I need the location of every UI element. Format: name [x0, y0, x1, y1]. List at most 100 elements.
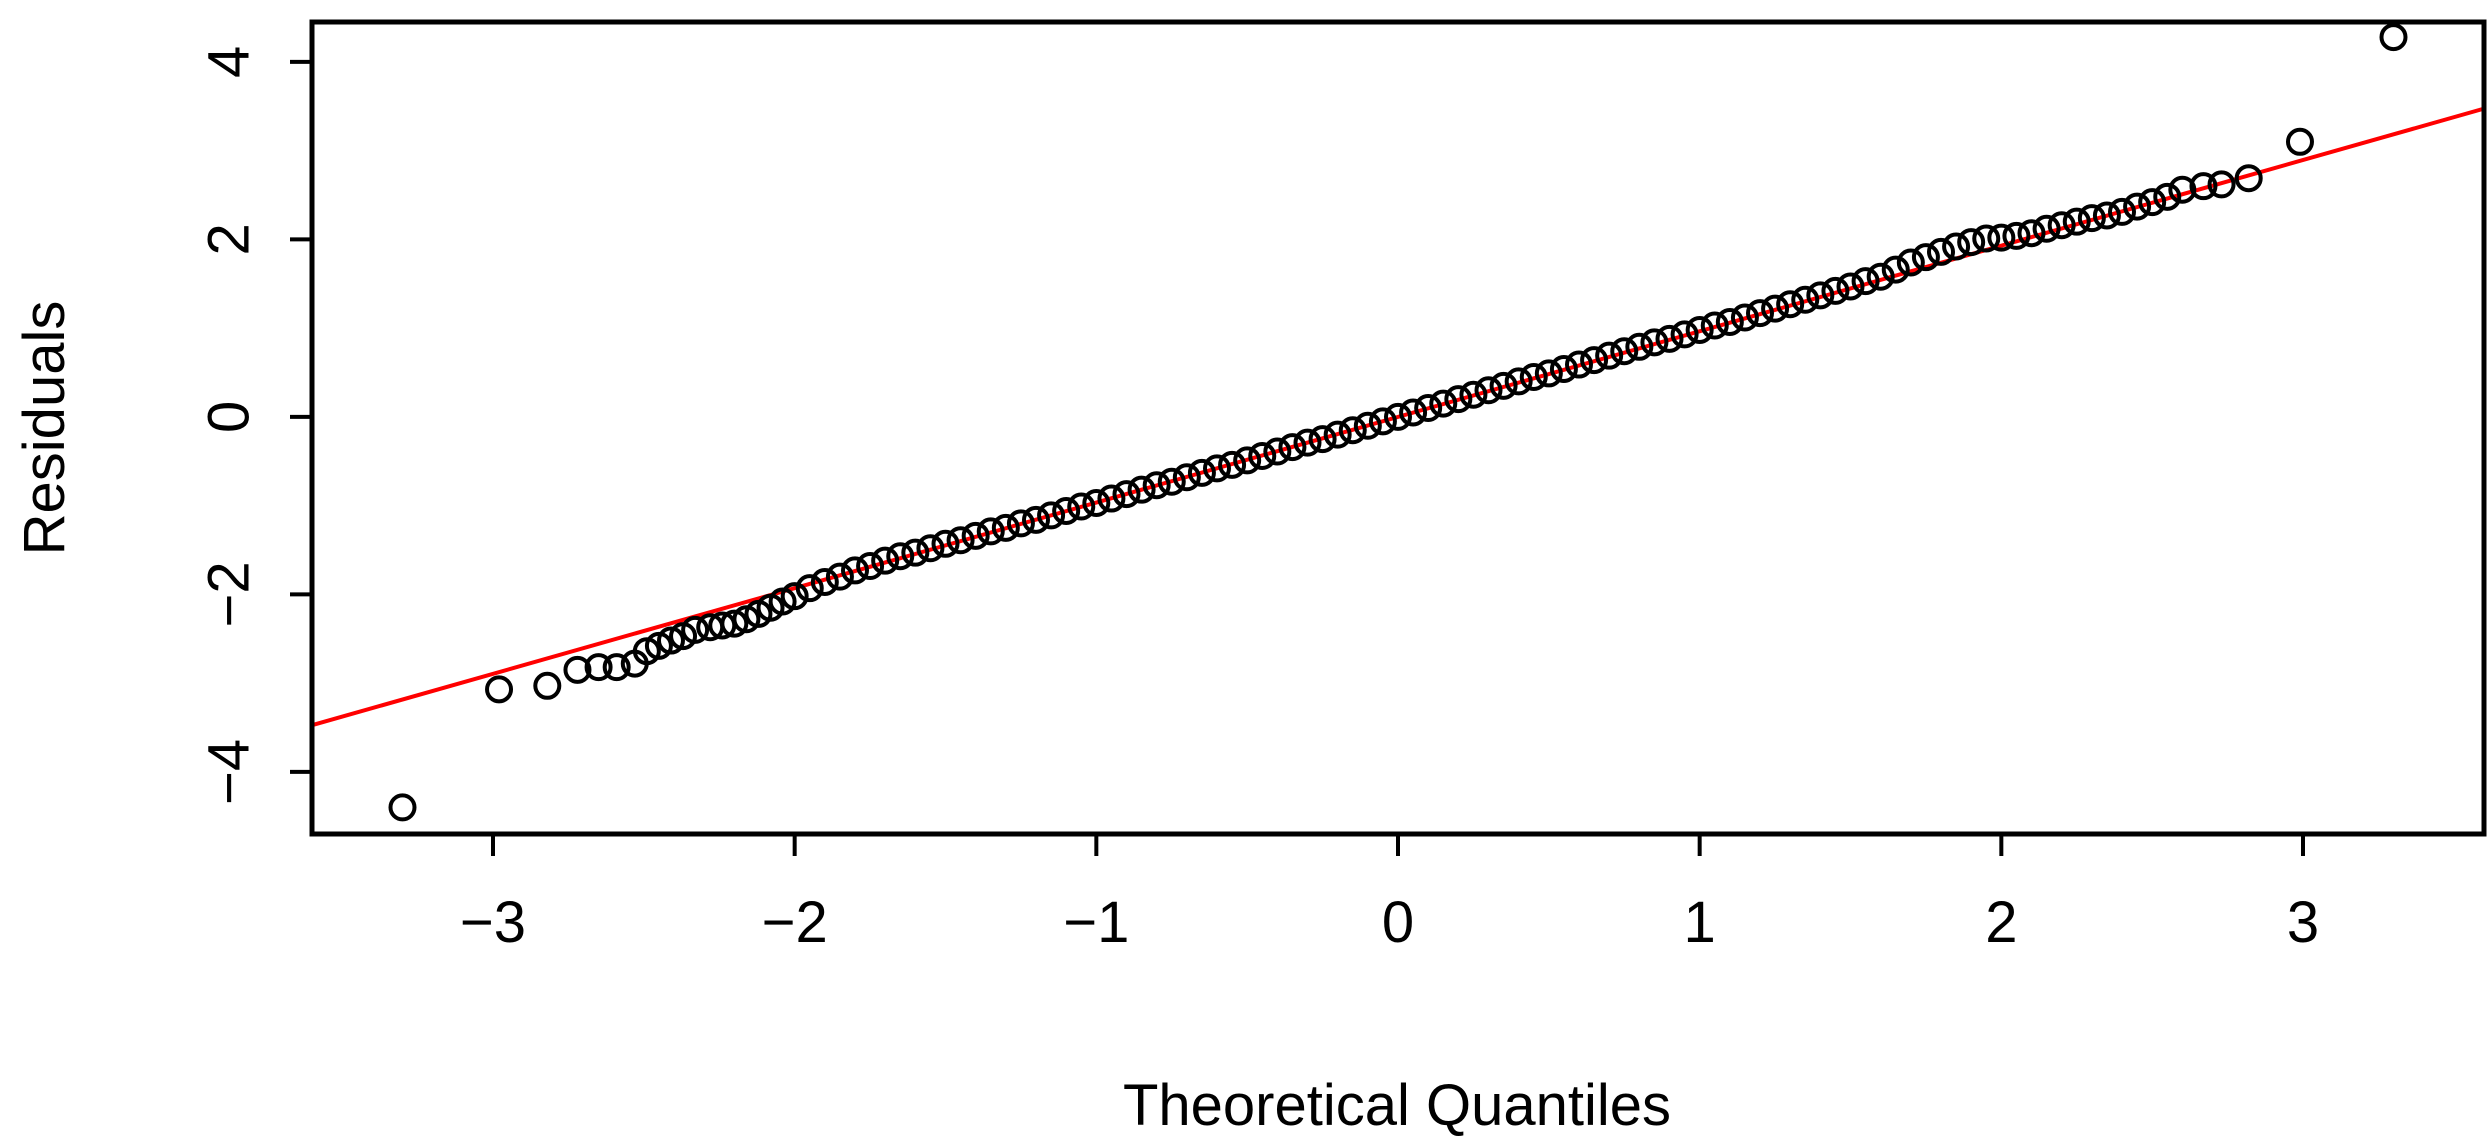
- data-point: [2138, 188, 2167, 217]
- data-point: [1142, 471, 1171, 500]
- data-point: [2032, 214, 2061, 243]
- reference-line: [311, 106, 2485, 728]
- data-point: [2017, 219, 2046, 248]
- data-point: [946, 526, 975, 555]
- data-point: [1263, 437, 1292, 466]
- data-point: [901, 538, 930, 567]
- data-point: [584, 653, 613, 682]
- data-point: [2092, 201, 2121, 230]
- data-point: [1338, 416, 1367, 445]
- x-tick-label: −2: [762, 890, 828, 955]
- data-point: [1670, 320, 1699, 349]
- data-point: [841, 556, 869, 585]
- data-point: [1972, 224, 2001, 253]
- y-axis-title: Residuals: [12, 301, 77, 556]
- data-point: [2123, 192, 2152, 221]
- data-point: [1203, 454, 1231, 483]
- data-point: [1776, 290, 1805, 319]
- data-point: [1052, 496, 1081, 525]
- data-point: [1067, 492, 1096, 521]
- data-point: [2207, 170, 2236, 199]
- data-point: [1580, 346, 1609, 375]
- data-point: [1685, 315, 1714, 344]
- data-point: [1625, 332, 1654, 361]
- data-point: [1987, 223, 2016, 252]
- data-point: [886, 542, 915, 571]
- data-point: [1278, 433, 1307, 462]
- data-point: [720, 609, 749, 638]
- data-point: [871, 546, 900, 575]
- data-point: [1549, 354, 1578, 383]
- y-tick-label: 2: [196, 223, 261, 255]
- data-point: [825, 562, 854, 591]
- data-point: [1187, 458, 1216, 487]
- data-point: [485, 675, 514, 704]
- data-point: [1565, 350, 1593, 379]
- data-point: [2168, 175, 2197, 204]
- data-point: [388, 793, 417, 822]
- data-point: [1233, 446, 1262, 475]
- x-tick-label: 1: [1684, 890, 1716, 955]
- data-point: [1730, 303, 1759, 332]
- data-point: [1746, 299, 1774, 328]
- data-point: [2285, 127, 2314, 156]
- data-point: [1896, 248, 1925, 277]
- data-point: [1640, 328, 1669, 357]
- data-point: [602, 653, 631, 682]
- data-point: [1082, 488, 1111, 517]
- data-point: [1911, 243, 1940, 272]
- y-tick-label: 4: [196, 46, 261, 78]
- data-point: [2108, 197, 2136, 226]
- data-point: [1384, 402, 1412, 431]
- data-point: [1112, 480, 1141, 509]
- data-point: [1836, 272, 1865, 301]
- data-point: [810, 567, 839, 596]
- data-point: [1821, 276, 1850, 305]
- data-point: [1942, 232, 1971, 261]
- x-tick-label: 2: [1985, 890, 2017, 955]
- data-point: [1037, 501, 1066, 530]
- x-tick-label: −3: [460, 890, 526, 955]
- data-point: [1534, 359, 1563, 388]
- data-point: [2189, 172, 2218, 201]
- data-point: [1761, 294, 1790, 323]
- y-axis: −4 −2 0 2 4: [196, 46, 314, 805]
- data-point: [1248, 441, 1277, 470]
- data-point: [2379, 23, 2408, 52]
- data-point: [856, 551, 885, 580]
- x-axis-title: Theoretical Quantiles: [1123, 1073, 1671, 1138]
- data-point: [656, 626, 685, 655]
- data-point: [1866, 262, 1895, 291]
- data-point: [2062, 207, 2091, 236]
- data-point: [2002, 221, 2031, 250]
- data-point: [563, 655, 592, 684]
- data-point: [916, 534, 945, 563]
- data-point: [1399, 398, 1428, 427]
- data-point: [1519, 362, 1548, 391]
- data-point: [533, 671, 562, 700]
- data-point: [1489, 371, 1518, 400]
- y-tick-label: 0: [196, 401, 261, 433]
- data-point: [991, 513, 1020, 542]
- x-tick-label: −1: [1063, 890, 1129, 955]
- data-point: [1172, 463, 1201, 492]
- data-point: [1655, 324, 1684, 353]
- x-tick-label: 3: [2287, 890, 2319, 955]
- data-point: [1368, 407, 1397, 436]
- data-point: [2234, 164, 2263, 193]
- data-point: [1429, 389, 1458, 418]
- data-point: [1881, 255, 1910, 284]
- data-point: [1414, 394, 1443, 423]
- data-point: [1022, 505, 1050, 534]
- data-point: [1474, 376, 1503, 405]
- data-point: [961, 521, 990, 550]
- data-point: [1157, 467, 1186, 496]
- data-point: [1610, 337, 1639, 366]
- data-point: [1700, 311, 1729, 340]
- data-point: [1127, 475, 1156, 504]
- data-point: [1353, 411, 1382, 440]
- data-point: [1851, 267, 1880, 296]
- data-point: [780, 582, 809, 611]
- data-point: [931, 529, 960, 558]
